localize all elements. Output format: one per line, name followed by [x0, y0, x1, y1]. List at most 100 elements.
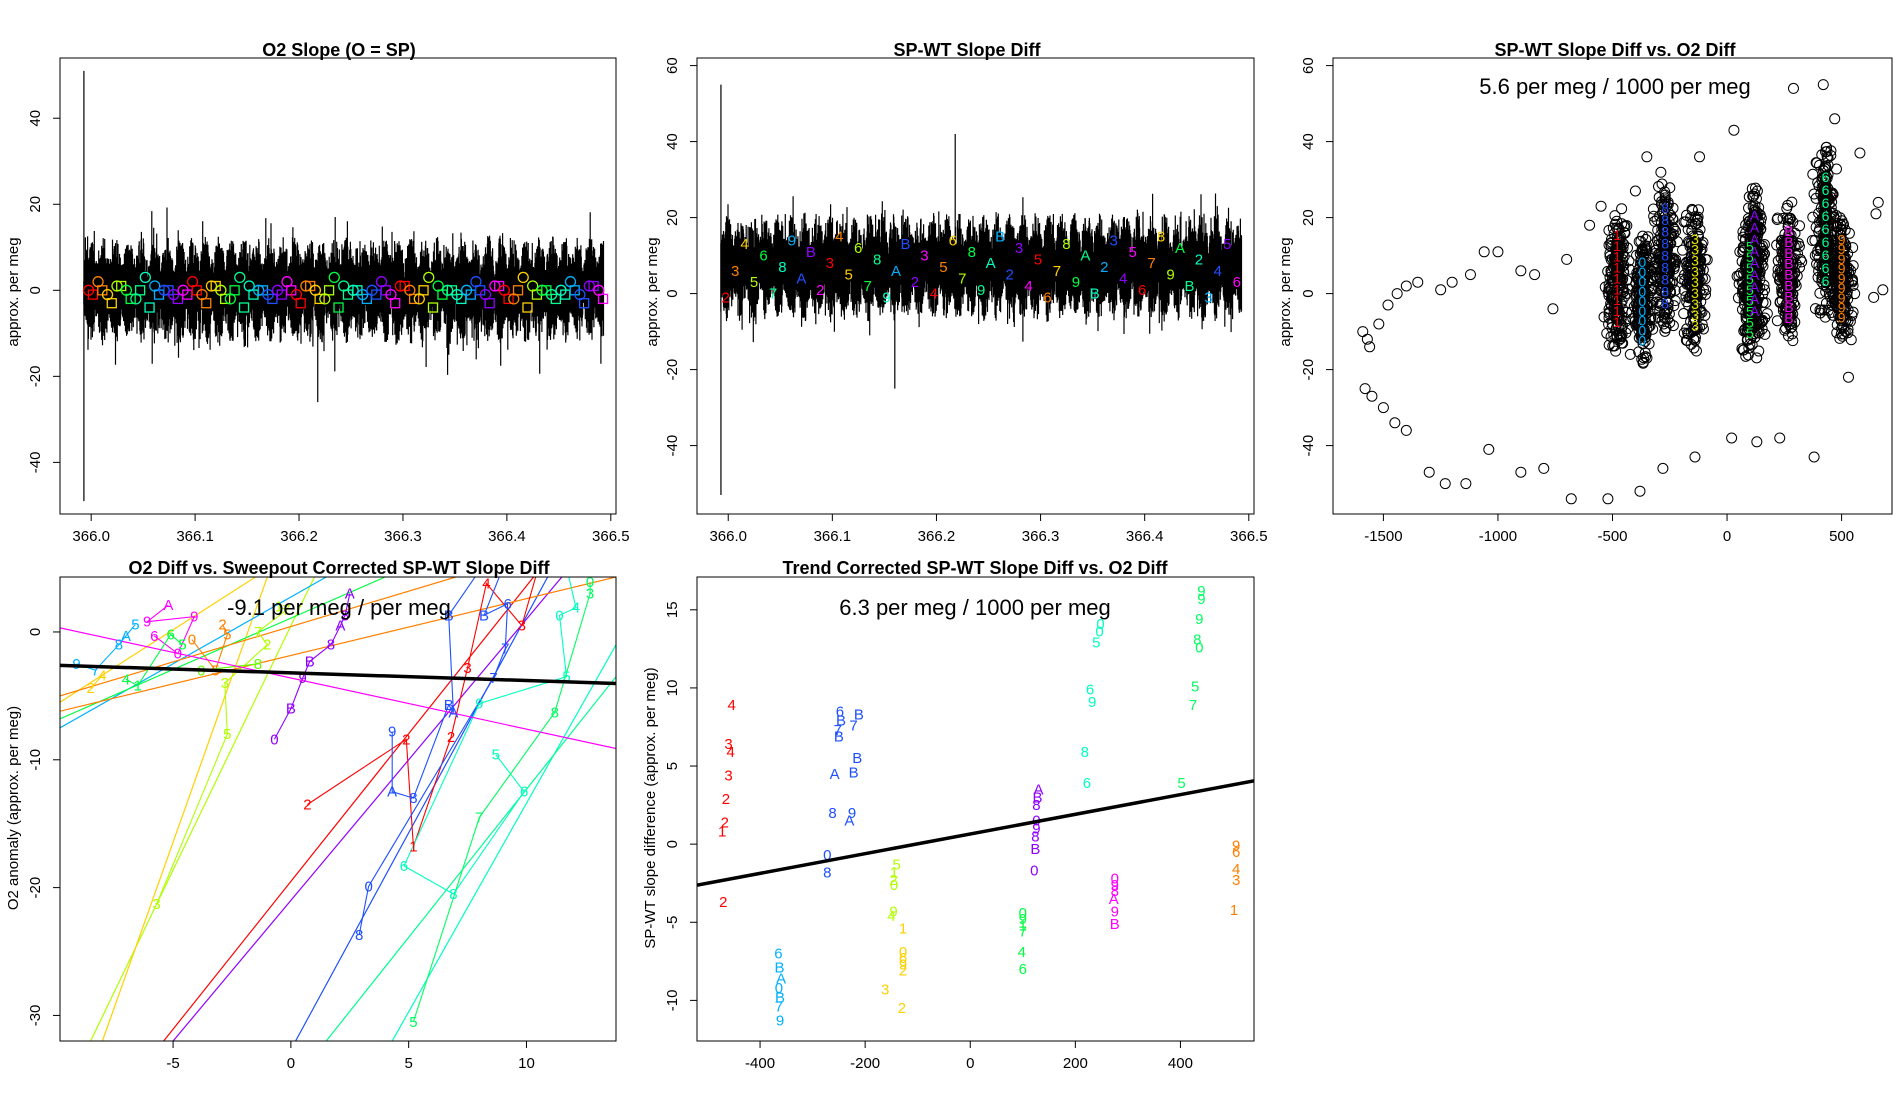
point	[1699, 288, 1711, 300]
point	[1750, 205, 1762, 217]
point-label: 8	[1032, 797, 1040, 814]
point-label: 8	[1031, 828, 1039, 845]
group-path	[358, 577, 509, 936]
cluster-label: 5	[1746, 304, 1754, 320]
x-tick-label: -5	[166, 1055, 179, 1072]
chart-title: SP-WT Slope Diff	[894, 40, 1042, 60]
cluster-label: 8	[1661, 224, 1669, 240]
point-label: 0	[1096, 616, 1104, 633]
point	[1782, 199, 1794, 211]
point-label: 8	[823, 864, 831, 881]
cluster-label: 5	[1746, 293, 1754, 309]
point-label: 9	[1032, 821, 1040, 838]
cluster-label: 1	[1613, 238, 1621, 254]
point	[1782, 293, 1794, 305]
cluster-label: 5	[1746, 249, 1754, 265]
marker-label: 7	[863, 278, 871, 295]
point	[1877, 284, 1889, 296]
marker-label: 5	[1128, 244, 1136, 261]
point-label: 7	[91, 662, 99, 679]
point	[1810, 157, 1822, 169]
point	[1605, 240, 1617, 252]
y-tick-label: -20	[27, 365, 44, 387]
point-label: 2	[899, 963, 907, 980]
point	[1681, 209, 1693, 221]
point	[1681, 334, 1693, 346]
marker-square	[314, 293, 325, 305]
slope-annotation: -9.1 per meg / per meg	[227, 595, 451, 620]
point	[1786, 234, 1798, 246]
point	[1635, 256, 1647, 268]
point-label: 2	[722, 791, 730, 808]
marker-label: 5	[845, 267, 853, 284]
point-label: 3	[724, 767, 732, 784]
point	[1682, 235, 1694, 247]
point	[1748, 295, 1760, 307]
point-label: 8	[1111, 883, 1119, 900]
point-label: A	[387, 784, 397, 801]
point-label: B	[834, 728, 844, 745]
group-trend-line	[295, 577, 549, 1041]
point	[1771, 315, 1783, 327]
point	[1751, 352, 1763, 364]
point	[1829, 288, 1841, 300]
marker-label: 9	[882, 289, 890, 306]
point	[1649, 215, 1661, 227]
group-path	[273, 593, 351, 740]
point-label: 0	[1111, 871, 1119, 888]
point	[1690, 294, 1702, 306]
point-label: 7	[282, 602, 290, 619]
point	[1460, 478, 1472, 490]
point	[1834, 332, 1846, 344]
marker-square	[503, 293, 514, 305]
marker-label: B	[1184, 278, 1194, 295]
cluster-label: A	[1750, 291, 1760, 307]
point	[1688, 333, 1700, 345]
marker-label: 5	[750, 274, 758, 291]
point-label: 5	[409, 1014, 417, 1031]
marker-square	[512, 285, 524, 296]
marker-label: 2	[1100, 259, 1108, 276]
point	[1657, 207, 1669, 219]
axes: 366.0 366.1 366.2 366.3 366.4 366.5 -40 -20 0 20 4…	[664, 57, 1268, 545]
point	[1831, 327, 1843, 339]
point	[1794, 220, 1806, 232]
point-label: B	[774, 960, 784, 977]
point-label: 9	[889, 903, 897, 920]
group-path	[76, 623, 136, 671]
point	[1400, 424, 1412, 436]
cluster-label: 5	[1746, 271, 1754, 287]
group-trend-line	[60, 577, 616, 712]
point	[1483, 443, 1495, 455]
point-label: 3	[586, 586, 594, 603]
cluster-label: 0	[1638, 303, 1646, 319]
marker-label: 2	[1195, 251, 1203, 268]
x-tick-label: 200	[1063, 1055, 1088, 1072]
point	[1561, 253, 1573, 265]
point-label: B	[849, 764, 859, 781]
point-label: 0	[270, 731, 278, 748]
cluster-label: 0	[1638, 293, 1646, 309]
point-label: 8	[355, 927, 363, 944]
cluster-label: 0	[1638, 323, 1646, 339]
panel-trend-corrected: Trend Corrected SP-WT Slope Diff vs. O2 …	[642, 558, 1255, 1072]
point-label: 9	[1232, 838, 1240, 855]
point	[1435, 284, 1447, 296]
point	[1688, 342, 1700, 354]
point-label: 6	[503, 596, 511, 613]
marker-label: 2	[911, 274, 919, 291]
slope-annotation: 6.3 per meg / 1000 per meg	[839, 595, 1111, 620]
x-tick-label: 366.0	[72, 528, 110, 545]
point-label: 9	[1019, 911, 1027, 928]
point	[1689, 281, 1701, 293]
y-tick-label: 40	[1300, 133, 1317, 150]
point	[1361, 333, 1373, 345]
y-tick-label: 0	[664, 840, 681, 848]
marker-label: 6	[949, 232, 957, 249]
point-label: 9	[1111, 877, 1119, 894]
marker-circle	[139, 271, 151, 284]
marker-square	[229, 285, 240, 296]
point-label: B	[854, 706, 864, 723]
x-tick-label: -1000	[1479, 528, 1517, 545]
point	[1820, 173, 1832, 185]
